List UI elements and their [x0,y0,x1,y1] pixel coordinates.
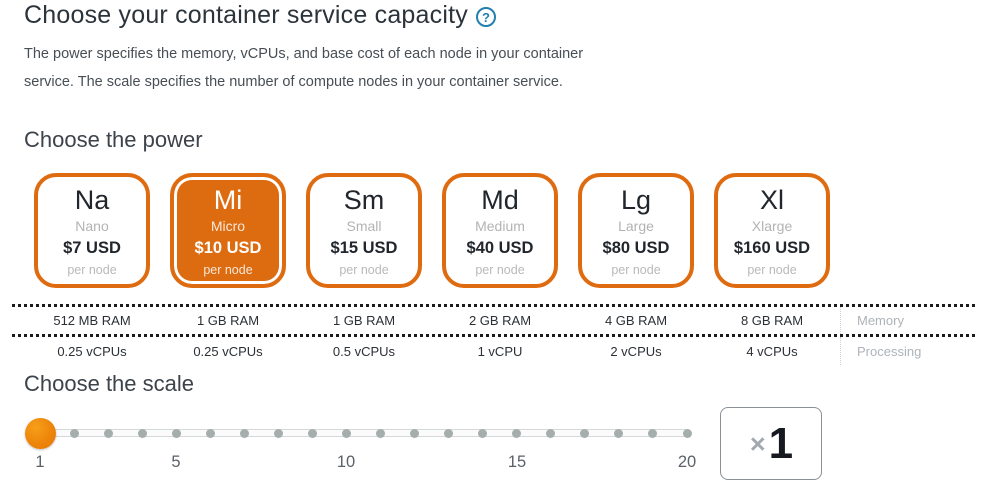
memory-cell: 1 GB RAM [332,313,396,328]
slider-tick[interactable] [69,428,79,438]
cpu-cell: 2 vCPUs [610,343,662,359]
memory-cell: 1 GB RAM [196,313,260,328]
slider-tick[interactable] [410,428,420,438]
slider-tick[interactable] [478,428,488,438]
tick-label: 10 [336,453,356,471]
power-abbr: Na [74,185,110,216]
memory-cell: 512 MB RAM [53,313,131,328]
power-option-medium[interactable]: Md Medium $40 USD per node [442,173,558,288]
tick-label: 15 [507,453,527,471]
memory-cell: 8 GB RAM [740,313,804,328]
power-abbr: Sm [343,185,385,216]
slider-tick[interactable] [512,428,522,438]
memory-cell: 2 GB RAM [468,313,532,328]
scale-value: 1 [768,418,794,468]
scale-slider[interactable]: 1 5 10 15 20 [12,408,712,480]
cpu-cell: 0.25 vCPUs [57,343,127,359]
slider-tick[interactable] [376,428,386,438]
power-price: $40 USD [466,238,534,257]
power-option-xlarge[interactable]: Xl Xlarge $160 USD per node [714,173,830,288]
slider-tick[interactable] [444,428,454,438]
cpu-row: 0.25 vCPUs 0.25 vCPUs 0.5 vCPUs 1 vCPU 2… [12,337,975,365]
power-option-nano[interactable]: Na Nano $7 USD per node [34,173,150,288]
tick-label: 5 [171,453,181,471]
power-name: Small [346,217,382,234]
processing-row-label: Processing [840,337,975,365]
slider-track[interactable] [28,429,689,437]
power-price: $7 USD [63,238,121,257]
cpu-cell: 0.25 vCPUs [193,343,263,359]
power-unit: per node [475,262,525,277]
power-name: Large [618,217,654,234]
slider-tick[interactable] [273,428,283,438]
page-title: Choose your container service capacity [24,1,468,29]
power-name: Nano [75,217,109,234]
memory-row: 512 MB RAM 1 GB RAM 1 GB RAM 2 GB RAM 4 … [12,304,975,337]
slider-tick[interactable] [614,428,624,438]
slider-handle[interactable] [24,417,56,449]
power-unit: per node [611,262,661,277]
power-options: Na Nano $7 USD per node Mi Micro $10 USD… [34,173,830,288]
slider-tick[interactable] [580,428,590,438]
memory-row-label: Memory [840,307,975,334]
power-price: $15 USD [330,238,398,257]
slider-tick[interactable] [137,428,147,438]
power-abbr: Mi [213,185,243,216]
power-option-small[interactable]: Sm Small $15 USD per node [306,173,422,288]
slider-tick[interactable] [103,428,113,438]
power-name: Micro [210,217,246,234]
power-abbr: Xl [759,185,784,216]
power-option-large[interactable]: Lg Large $80 USD per node [578,173,694,288]
slider-tick[interactable] [307,428,317,438]
memory-cell: 4 GB RAM [604,313,668,328]
slider-tick[interactable] [239,428,249,438]
power-name: Medium [475,217,525,234]
slider-tick[interactable] [205,428,215,438]
power-spec-table: 512 MB RAM 1 GB RAM 1 GB RAM 2 GB RAM 4 … [12,304,975,365]
power-unit: per node [339,262,389,277]
cpu-cell: 1 vCPU [477,343,523,359]
tick-label: 20 [677,453,697,471]
slider-tick[interactable] [682,428,692,438]
tick-label: 1 [35,453,45,471]
slider-tick[interactable] [171,428,181,438]
power-abbr: Lg [620,185,652,216]
slider-tick[interactable] [648,428,658,438]
help-icon[interactable]: ? [475,7,496,27]
multiply-icon: × [749,429,766,459]
power-name: Xlarge [751,217,793,234]
power-unit: per node [747,262,797,277]
page-header: Choose your container service capacity ? [24,1,496,30]
power-heading: Choose the power [24,127,203,152]
slider-tick[interactable] [546,428,556,438]
power-price: $80 USD [602,238,670,257]
power-price: $10 USD [194,238,262,257]
scale-heading: Choose the scale [24,371,194,396]
power-option-micro[interactable]: Mi Micro $10 USD per node [170,173,286,288]
slider-tick[interactable] [341,428,351,438]
scale-value-box: × 1 [720,407,822,480]
power-price: $160 USD [733,238,811,257]
power-unit: per node [67,262,117,277]
power-abbr: Md [481,185,519,216]
cpu-cell: 4 vCPUs [746,343,798,359]
cpu-cell: 0.5 vCPUs [332,343,396,359]
power-unit: per node [203,262,253,277]
page-description: The power specifies the memory, vCPUs, a… [24,46,584,90]
